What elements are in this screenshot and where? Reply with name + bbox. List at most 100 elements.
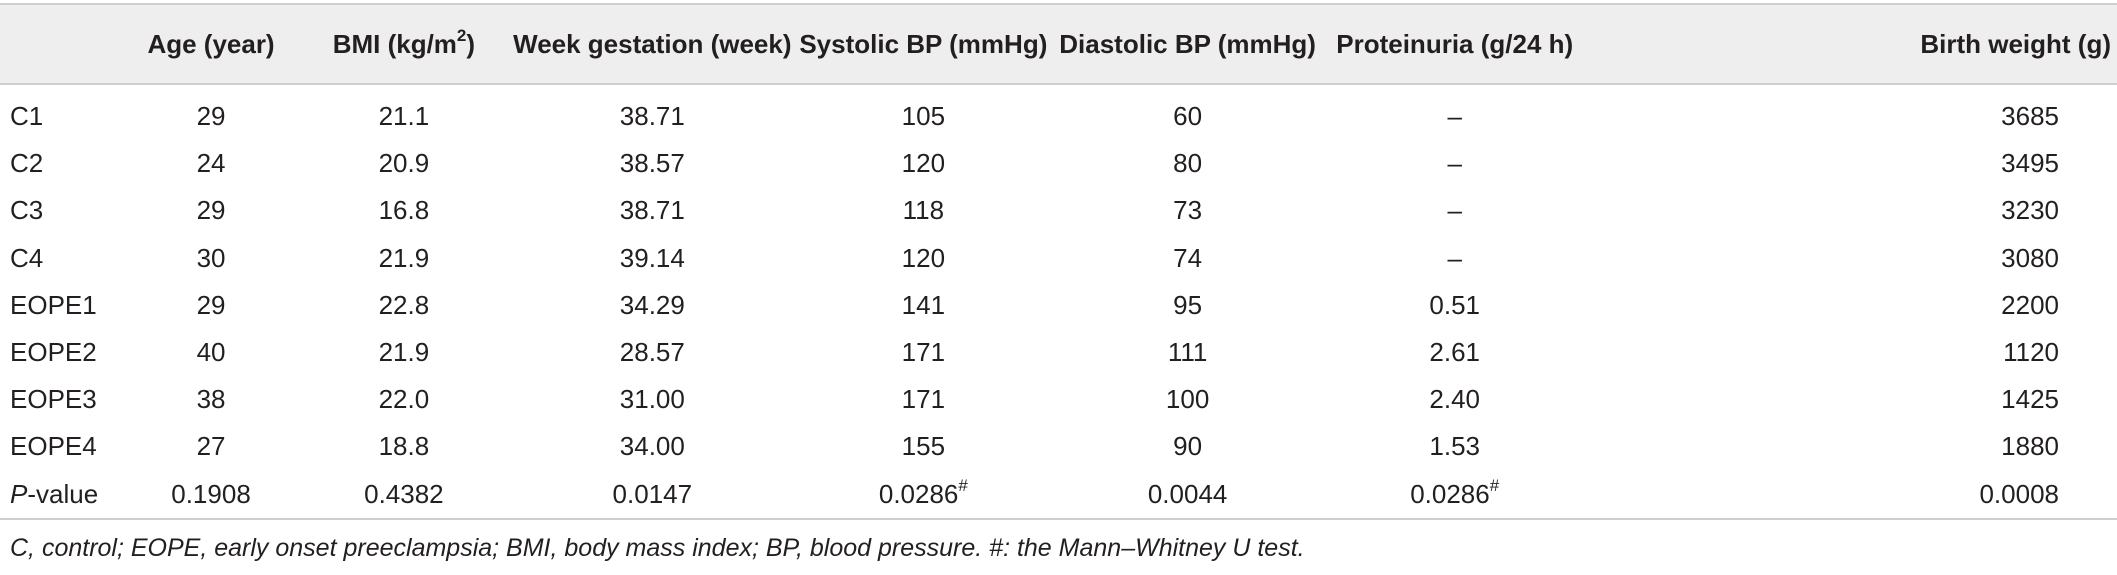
pvalue-diastolic: 0.0044 [1055, 470, 1321, 520]
table-row: EOPE4 27 18.8 34.00 155 90 1.53 1880 [0, 423, 2117, 470]
cell-week-gestation: 38.57 [619, 148, 685, 179]
pvalue-systolic-mark: # [958, 475, 968, 495]
cell-bmi: 20.9 [378, 148, 430, 179]
cell-bmi: 16.8 [378, 195, 430, 226]
cell-birth-weight: 3685 [2001, 101, 2059, 132]
cell-systolic: 118 [902, 195, 945, 226]
cell-age: 38 [196, 384, 226, 415]
cell-systolic: 171 [901, 337, 946, 368]
cell-systolic: 141 [901, 289, 946, 320]
pvalue-systolic-value: 0.0286 [878, 478, 959, 509]
header-proteinuria: Proteinuria (g/24 h) [1320, 3, 1590, 85]
pvalue-systolic: 0.0286# [791, 470, 1056, 520]
cell-age: 40 [196, 337, 226, 368]
cell-age: 30 [196, 242, 226, 273]
table-row: EOPE2 40 21.9 28.57 171 111 2.61 1120 [0, 329, 2117, 376]
table-footnote: C, control; EOPE, early onset preeclamps… [10, 534, 1305, 562]
cell-diastolic: 73 [1173, 195, 1203, 226]
table-row: C4 30 21.9 39.14 120 74 – 3080 [0, 235, 2117, 282]
cell-week-gestation: 28.57 [619, 337, 685, 368]
cell-age: 29 [196, 195, 226, 226]
row-label: EOPE3 [10, 384, 97, 415]
cell-proteinuria: 2.61 [1429, 337, 1481, 368]
cell-bmi: 21.1 [378, 101, 430, 132]
cell-proteinuria: 0.51 [1429, 289, 1481, 320]
cell-bmi: 21.9 [378, 337, 430, 368]
pvalue-label-rest: -value [27, 478, 99, 509]
cell-systolic: 155 [901, 431, 946, 462]
cell-bmi: 22.0 [378, 384, 430, 415]
cell-birth-weight: 1120 [2003, 337, 2059, 368]
cell-birth-weight: 3495 [2001, 148, 2059, 179]
pvalue-label: P-value [0, 470, 128, 520]
cell-proteinuria: – [1447, 242, 1462, 273]
pvalue-birth-weight: 0.0008 [1589, 470, 2117, 520]
table-body: C1 29 21.1 38.71 105 60 – 3685 C2 24 20.9 38.57 120 8… [0, 84, 2117, 520]
cell-week-gestation: 34.29 [619, 289, 685, 320]
cell-proteinuria: 1.53 [1429, 431, 1481, 462]
table-row: EOPE1 29 22.8 34.29 141 95 0.51 2200 [0, 282, 2117, 329]
cell-diastolic: 90 [1173, 431, 1203, 462]
row-label: C3 [10, 195, 44, 226]
row-label: EOPE2 [10, 337, 97, 368]
row-label: EOPE4 [10, 431, 97, 462]
cell-proteinuria: 2.40 [1429, 384, 1481, 415]
cell-systolic: 171 [901, 384, 946, 415]
cell-birth-weight: 1880 [2001, 431, 2059, 462]
table-row: C3 29 16.8 38.71 118 73 – 3230 [0, 187, 2117, 234]
cell-systolic: 120 [901, 148, 946, 179]
cell-week-gestation: 31.00 [619, 384, 685, 415]
row-label: EOPE1 [10, 289, 97, 320]
header-bmi-sup: 2 [456, 25, 467, 45]
header-diastolic: Diastolic BP (mmHg) [1055, 3, 1321, 85]
cell-week-gestation: 38.71 [619, 101, 685, 132]
cell-birth-weight: 3230 [2001, 195, 2059, 226]
cell-age: 29 [196, 289, 226, 320]
cell-birth-weight: 2200 [2001, 289, 2059, 320]
pvalue-proteinuria-value: 0.0286 [1410, 478, 1490, 509]
cell-proteinuria: – [1447, 101, 1462, 132]
pvalue-label-italic: P [10, 478, 28, 509]
header-age: Age (year) [127, 3, 295, 85]
table-row: C1 29 21.1 38.71 105 60 – 3685 [0, 84, 2117, 140]
cell-birth-weight: 1425 [2001, 384, 2059, 415]
header-bmi-text: BMI (kg/m [332, 28, 457, 59]
cell-proteinuria: – [1447, 195, 1462, 226]
pvalue-row: P-value 0.1908 0.4382 0.0147 0.0286# 0.0… [0, 470, 2117, 520]
row-label: C1 [10, 101, 44, 132]
pvalue-bmi: 0.4382 [294, 470, 514, 520]
cell-systolic: 105 [901, 101, 946, 132]
table-row: C2 24 20.9 38.57 120 80 – 3495 [0, 140, 2117, 187]
cell-diastolic: 100 [1165, 384, 1210, 415]
header-bmi: BMI (kg/m2) [294, 3, 514, 85]
row-label: C4 [10, 242, 44, 273]
data-table: Age (year) BMI (kg/m2) Week gestation (w… [0, 3, 2117, 520]
cell-diastolic: 80 [1173, 148, 1203, 179]
cell-bmi: 21.9 [378, 242, 430, 273]
pvalue-week: 0.0147 [513, 470, 792, 520]
header-bmi-suffix: ) [466, 28, 476, 59]
header-systolic: Systolic BP (mmHg) [791, 3, 1056, 85]
cell-age: 24 [196, 148, 226, 179]
header-row: Age (year) BMI (kg/m2) Week gestation (w… [0, 3, 2117, 85]
cell-systolic: 120 [901, 242, 946, 273]
pvalue-age: 0.1908 [127, 470, 295, 520]
pvalue-proteinuria: 0.0286# [1320, 470, 1590, 520]
pvalue-proteinuria-mark: # [1489, 475, 1500, 495]
cell-diastolic: 74 [1173, 242, 1203, 273]
cell-diastolic: 60 [1173, 101, 1203, 132]
cell-age: 27 [196, 431, 226, 462]
cell-proteinuria: – [1447, 148, 1462, 179]
cell-diastolic: 95 [1173, 289, 1203, 320]
header-label [0, 3, 128, 85]
table-row: EOPE3 38 22.0 31.00 171 100 2.40 1425 [0, 376, 2117, 423]
cell-age: 29 [196, 101, 226, 132]
header-week-gestation: Week gestation (week) [513, 3, 792, 85]
cell-week-gestation: 38.71 [619, 195, 685, 226]
cell-week-gestation: 39.14 [619, 242, 685, 273]
cell-bmi: 18.8 [378, 431, 430, 462]
row-label: C2 [10, 148, 44, 179]
cell-birth-weight: 3080 [2001, 242, 2059, 273]
cell-bmi: 22.8 [378, 289, 430, 320]
